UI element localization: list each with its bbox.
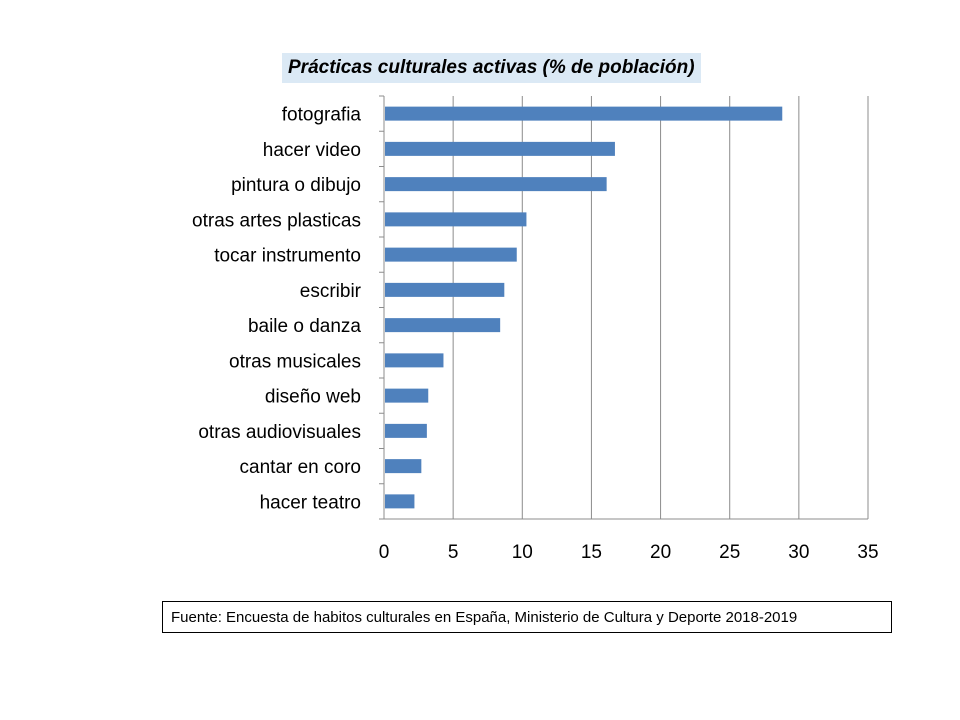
category-label: otras artes plasticas — [192, 210, 361, 231]
bar — [385, 318, 501, 333]
x-tick-label: 20 — [650, 542, 671, 563]
source-note: Fuente: Encuesta de habitos culturales e… — [162, 601, 892, 633]
gridlines — [379, 95, 869, 520]
category-labels: fotografia hacer video pintura o dibujo otr… — [192, 105, 362, 514]
bar — [385, 423, 427, 438]
bar — [385, 177, 607, 192]
bar — [385, 494, 415, 509]
bar — [385, 106, 783, 121]
bar — [385, 353, 444, 368]
category-label: escribir — [300, 281, 362, 302]
x-tick-label: 35 — [857, 542, 878, 563]
x-tick-label: 25 — [719, 542, 740, 563]
chart-title: Prácticas culturales activas (% de pobla… — [282, 53, 701, 83]
category-label: cantar en coro — [240, 457, 361, 478]
category-label: otras audiovisuales — [198, 422, 361, 443]
bar — [385, 459, 422, 474]
x-tick-label: 10 — [512, 542, 533, 563]
x-tick-label: 15 — [581, 542, 602, 563]
category-label: tocar instrumento — [214, 246, 361, 267]
category-label: pintura o dibujo — [231, 175, 361, 196]
x-tick-label: 30 — [788, 542, 809, 563]
category-label: hacer video — [263, 140, 361, 161]
category-label: otras musicales — [229, 351, 361, 372]
category-label: diseño web — [265, 387, 361, 408]
bar — [385, 247, 517, 262]
bar — [385, 388, 429, 403]
bar — [385, 282, 505, 297]
bar — [385, 141, 615, 156]
category-label: baile o danza — [248, 316, 361, 337]
bar — [385, 212, 527, 227]
x-tick-label: 0 — [379, 542, 390, 563]
x-tick-labels: 0 5 10 15 20 25 30 35 — [379, 542, 879, 563]
category-label: hacer teatro — [260, 492, 361, 513]
x-tick-label: 5 — [448, 542, 459, 563]
bars — [385, 106, 783, 509]
category-label: fotografia — [282, 105, 362, 126]
